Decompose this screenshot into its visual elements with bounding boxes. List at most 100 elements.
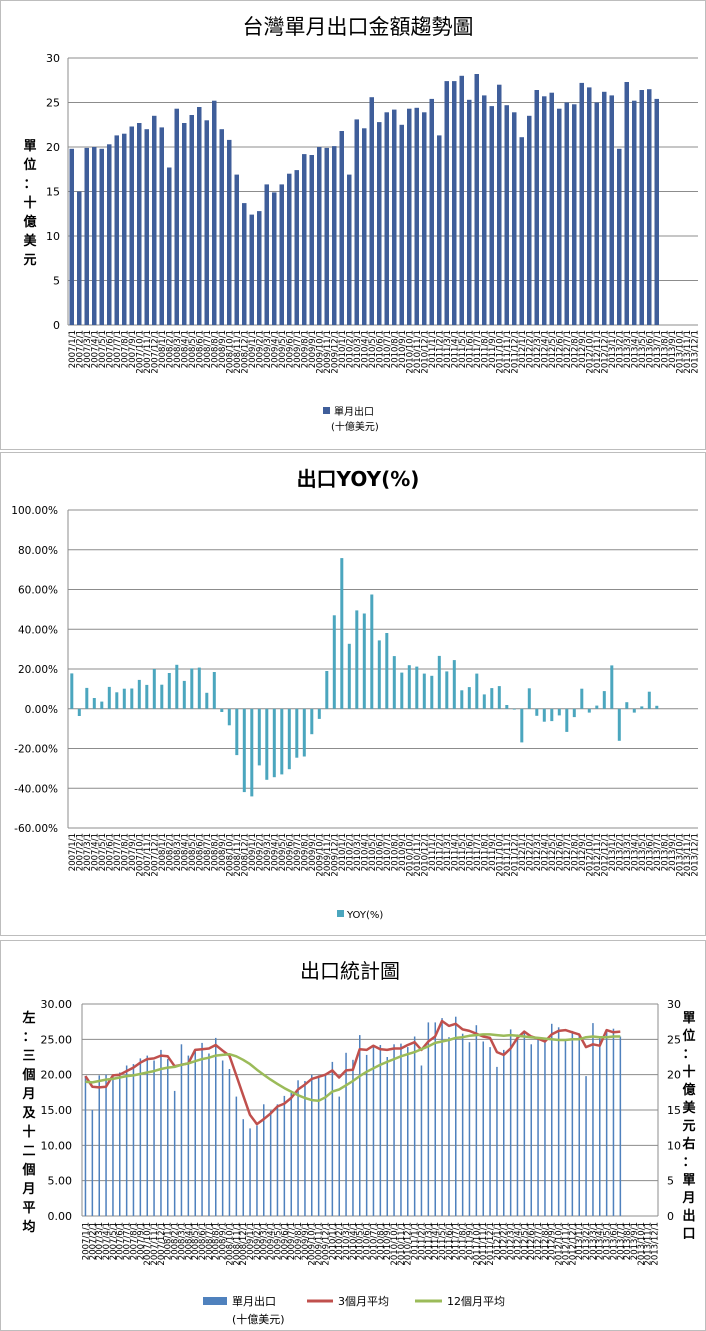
x-tick-label: 2008/11/1 [233, 833, 243, 877]
legend-label: 3個月平均 [338, 1295, 389, 1308]
x-tick-label: 2011/3/1 [424, 1222, 434, 1260]
bar [152, 669, 156, 709]
x-tick-label: 2010/10/1 [405, 330, 415, 374]
x-tick-label: 2013/12/1 [651, 1222, 661, 1266]
bar [331, 1061, 334, 1216]
x-tick-label: 2008/3/1 [173, 330, 183, 368]
x-tick-label: 2007/1/1 [68, 833, 78, 871]
y-tick-label: 20 [46, 141, 60, 154]
bar [167, 167, 172, 325]
bar [194, 1049, 197, 1216]
x-tick-label: 2007/3/1 [83, 330, 93, 368]
bar [441, 1018, 443, 1216]
y-axis-label-char: 二 [22, 1144, 35, 1159]
bar [523, 1031, 526, 1216]
x-tick-label: 2007/4/1 [90, 833, 100, 871]
bar [139, 1058, 142, 1216]
x-tick-label: 2012/7/1 [563, 833, 573, 871]
bar [84, 147, 89, 325]
y-tick-label: 0.00% [25, 704, 58, 716]
x-tick-label: 2008/3/1 [173, 833, 183, 871]
bar [77, 191, 82, 325]
bar [534, 90, 539, 325]
x-tick-label: 2010/8/1 [390, 330, 400, 368]
x-tick-label: 2011/9/1 [488, 833, 498, 871]
x-tick-label: 2013/8/1 [660, 330, 670, 368]
x-tick-label: 2009/4/1 [267, 1222, 277, 1260]
x-tick-label: 2013/8/1 [623, 1222, 633, 1260]
bar [167, 673, 171, 709]
x-tick-label: 2012/4/1 [540, 833, 550, 871]
bar [602, 91, 607, 325]
x-tick-label: 2008/8/1 [210, 330, 220, 368]
x-tick-label: 2011/5/1 [458, 330, 468, 368]
legend-line: 單月出口 [334, 405, 374, 418]
x-tick-label: 2009/12/1 [330, 833, 340, 877]
x-tick-label: 2009/11/1 [323, 833, 333, 877]
y-tick-labels: 0 5 10 15 20 25 30 [46, 52, 60, 332]
y-tick-label: 30 [667, 998, 681, 1011]
x-tick-label: 2011/2/1 [435, 330, 445, 368]
x-tick-label: 2010/6/1 [363, 1222, 373, 1260]
x-tick-label: 2013/7/1 [653, 330, 663, 368]
bar [122, 688, 126, 709]
y-axis-label-char: ： [23, 177, 36, 192]
x-tick-label: 2007/1/1 [81, 1222, 91, 1260]
bar [294, 170, 299, 325]
bar [221, 1060, 224, 1216]
x-tick-label: 2012/10/1 [555, 1222, 565, 1266]
bar [144, 129, 149, 325]
x-tick-label: 2007/11/1 [150, 1222, 160, 1266]
y-axis-label-char: 月 [21, 1182, 35, 1197]
bar [324, 1074, 327, 1216]
x-tick-label: 2012/3/1 [533, 330, 543, 368]
x-tick-label: 2013/1/1 [608, 833, 618, 871]
x-tick-label: 2011/2/1 [435, 833, 445, 871]
bar [347, 643, 351, 709]
bar [242, 203, 247, 325]
x-tick-label: 2011/5/1 [458, 833, 468, 871]
gridlines [67, 509, 698, 829]
x-tick-label: 2012/4/1 [540, 330, 550, 368]
y-tick-label: 5 [667, 1175, 674, 1188]
y-axis-label-char: 及 [22, 1106, 36, 1121]
x-tick-label: 2013/2/1 [615, 330, 625, 368]
export-stats-chart: 出口統計圖 0.005.0010.0015.0020.0025.0030.00 … [0, 940, 706, 1331]
bar [212, 100, 217, 325]
bar [269, 1110, 272, 1216]
x-tick-label: 2011/11/1 [479, 1222, 489, 1266]
x-tick-label: 2010/1/1 [328, 1222, 338, 1260]
x-tick-label: 2007/12/1 [157, 1222, 167, 1266]
bar [257, 211, 262, 325]
y-axis-label-char: 元 [682, 1119, 695, 1134]
x-tick-label: 2012/10/1 [585, 833, 595, 877]
bar [497, 84, 502, 325]
bar [379, 1045, 382, 1216]
bar [279, 184, 284, 325]
bar [287, 173, 292, 325]
bar [272, 192, 277, 325]
x-tick-label: 2008/9/1 [218, 330, 228, 368]
bar [263, 1104, 265, 1216]
y-tick-label: 10 [667, 1139, 681, 1152]
x-tick-label: 2009/7/1 [293, 330, 303, 368]
bar [235, 1096, 238, 1216]
bar [592, 1023, 594, 1216]
x-tick-label: 2010/4/1 [360, 833, 370, 871]
y-tick-label: 15 [667, 1104, 681, 1117]
bar [632, 100, 637, 325]
bar [235, 708, 239, 756]
x-tick-label: 2008/1/1 [158, 330, 168, 368]
bar [283, 1095, 286, 1216]
bar [437, 135, 442, 325]
bar [434, 1022, 437, 1216]
bar [400, 1043, 402, 1216]
legend: 單月出口 (十億美元) 3個月平均 12個月平均 [203, 1294, 505, 1326]
bar [632, 708, 636, 713]
bar [386, 1057, 389, 1216]
bar [407, 108, 412, 325]
x-tick-label: 2007/12/1 [150, 833, 160, 877]
bar [377, 122, 382, 325]
bar [384, 112, 389, 325]
bar [287, 708, 291, 770]
